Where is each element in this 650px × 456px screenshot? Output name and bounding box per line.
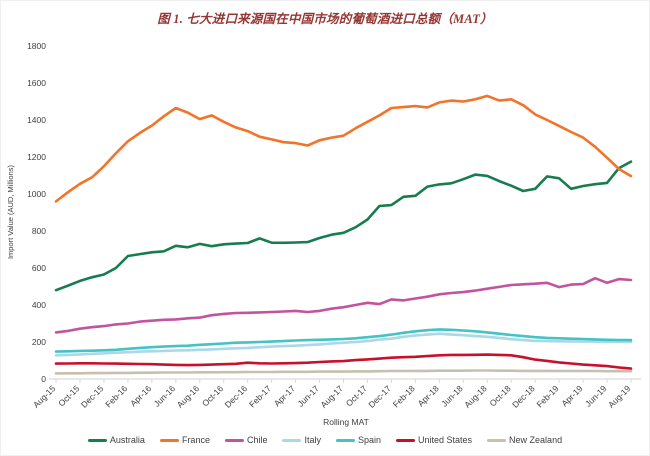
chart-legend: Australia France Chile Italy Spain Unite…: [1, 435, 649, 445]
australia-line-swatch: [87, 438, 107, 442]
x-tick-label: Aug-18: [462, 383, 489, 410]
x-tick-label: Oct-15: [56, 383, 81, 408]
legend-item-united-states: United States: [396, 435, 472, 445]
series-line-spain: [54, 328, 633, 353]
y-tick-label: 1600: [27, 78, 46, 88]
legend-item-italy: Italy: [282, 435, 321, 445]
x-tick-label: Dec-18: [510, 383, 537, 410]
x-tick-label: Jun-16: [152, 383, 178, 409]
spain-line-swatch: [335, 438, 355, 442]
x-tick-label: Apr-17: [272, 383, 297, 408]
axes: 020040060080010001200140016001800Aug-15O…: [27, 41, 641, 410]
series-line-australia: [54, 160, 633, 292]
x-tick-label: Feb-19: [534, 383, 560, 409]
x-tick-label: Feb-17: [247, 383, 273, 409]
chart-title: 图 1. 七大进口来源国在中国市场的葡萄酒进口总额（MAT）: [157, 12, 493, 26]
x-tick-label: Aug-15: [31, 383, 58, 410]
x-tick-label: Aug-19: [606, 383, 633, 410]
x-tick-label: Oct-16: [200, 383, 225, 408]
legend-label: Italy: [304, 435, 321, 445]
y-tick-label: 200: [32, 337, 46, 347]
new-zealand-line-swatch: [487, 438, 507, 442]
x-tick-label: Dec-15: [79, 383, 106, 410]
united-states-line-swatch: [396, 438, 416, 442]
x-tick-label: Aug-16: [175, 383, 202, 410]
italy-line-swatch: [282, 438, 302, 442]
legend-label: New Zealand: [509, 435, 563, 445]
x-tick-label: Apr-16: [128, 383, 153, 408]
x-tick-label: Apr-19: [559, 383, 584, 408]
x-tick-label: Feb-16: [103, 383, 129, 409]
series-line-new-zealand: [54, 369, 633, 375]
legend-item-france: France: [159, 435, 210, 445]
x-tick-label: Jun-17: [296, 383, 322, 409]
legend-label: France: [181, 435, 210, 445]
y-tick-label: 1400: [27, 115, 46, 125]
legend-item-new-zealand: New Zealand: [487, 435, 562, 445]
chile-line-swatch: [224, 438, 244, 442]
series-line-chile: [54, 276, 633, 334]
y-tick-label: 1000: [27, 189, 46, 199]
legend-item-chile: Chile: [224, 435, 268, 445]
legend-label: Australia: [109, 435, 145, 445]
x-axis-title: Rolling MAT: [323, 417, 369, 427]
x-tick-label: Dec-17: [366, 383, 393, 410]
y-tick-label: 1200: [27, 152, 46, 162]
y-tick-label: 800: [32, 226, 46, 236]
x-tick-label: Dec-16: [223, 383, 250, 410]
x-tick-label: Feb-18: [391, 383, 417, 409]
y-tick-label: 1800: [27, 41, 46, 51]
legend-item-spain: Spain: [335, 435, 382, 445]
legend-item-australia: Australia: [87, 435, 145, 445]
y-tick-label: 600: [32, 263, 46, 273]
france-line-swatch: [159, 438, 179, 442]
x-tick-label: Aug-17: [318, 383, 345, 410]
legend-label: United States: [418, 435, 473, 445]
x-tick-label: Jun-18: [439, 383, 465, 409]
y-tick-label: 400: [32, 300, 46, 310]
y-tick-label: 0: [41, 374, 46, 384]
series-line-france: [54, 94, 633, 203]
x-tick-label: Oct-17: [344, 383, 369, 408]
x-tick-label: Oct-18: [488, 383, 513, 408]
series-lines: [54, 94, 633, 375]
series-line-italy: [54, 332, 633, 357]
x-tick-label: Apr-18: [416, 383, 441, 408]
legend-label: Spain: [357, 435, 382, 445]
y-axis-title: Import Value (AUD, Millions): [6, 164, 15, 259]
x-tick-label: Jun-19: [583, 383, 609, 409]
series-line-united-states: [54, 353, 633, 370]
legend-label: Chile: [246, 435, 268, 445]
